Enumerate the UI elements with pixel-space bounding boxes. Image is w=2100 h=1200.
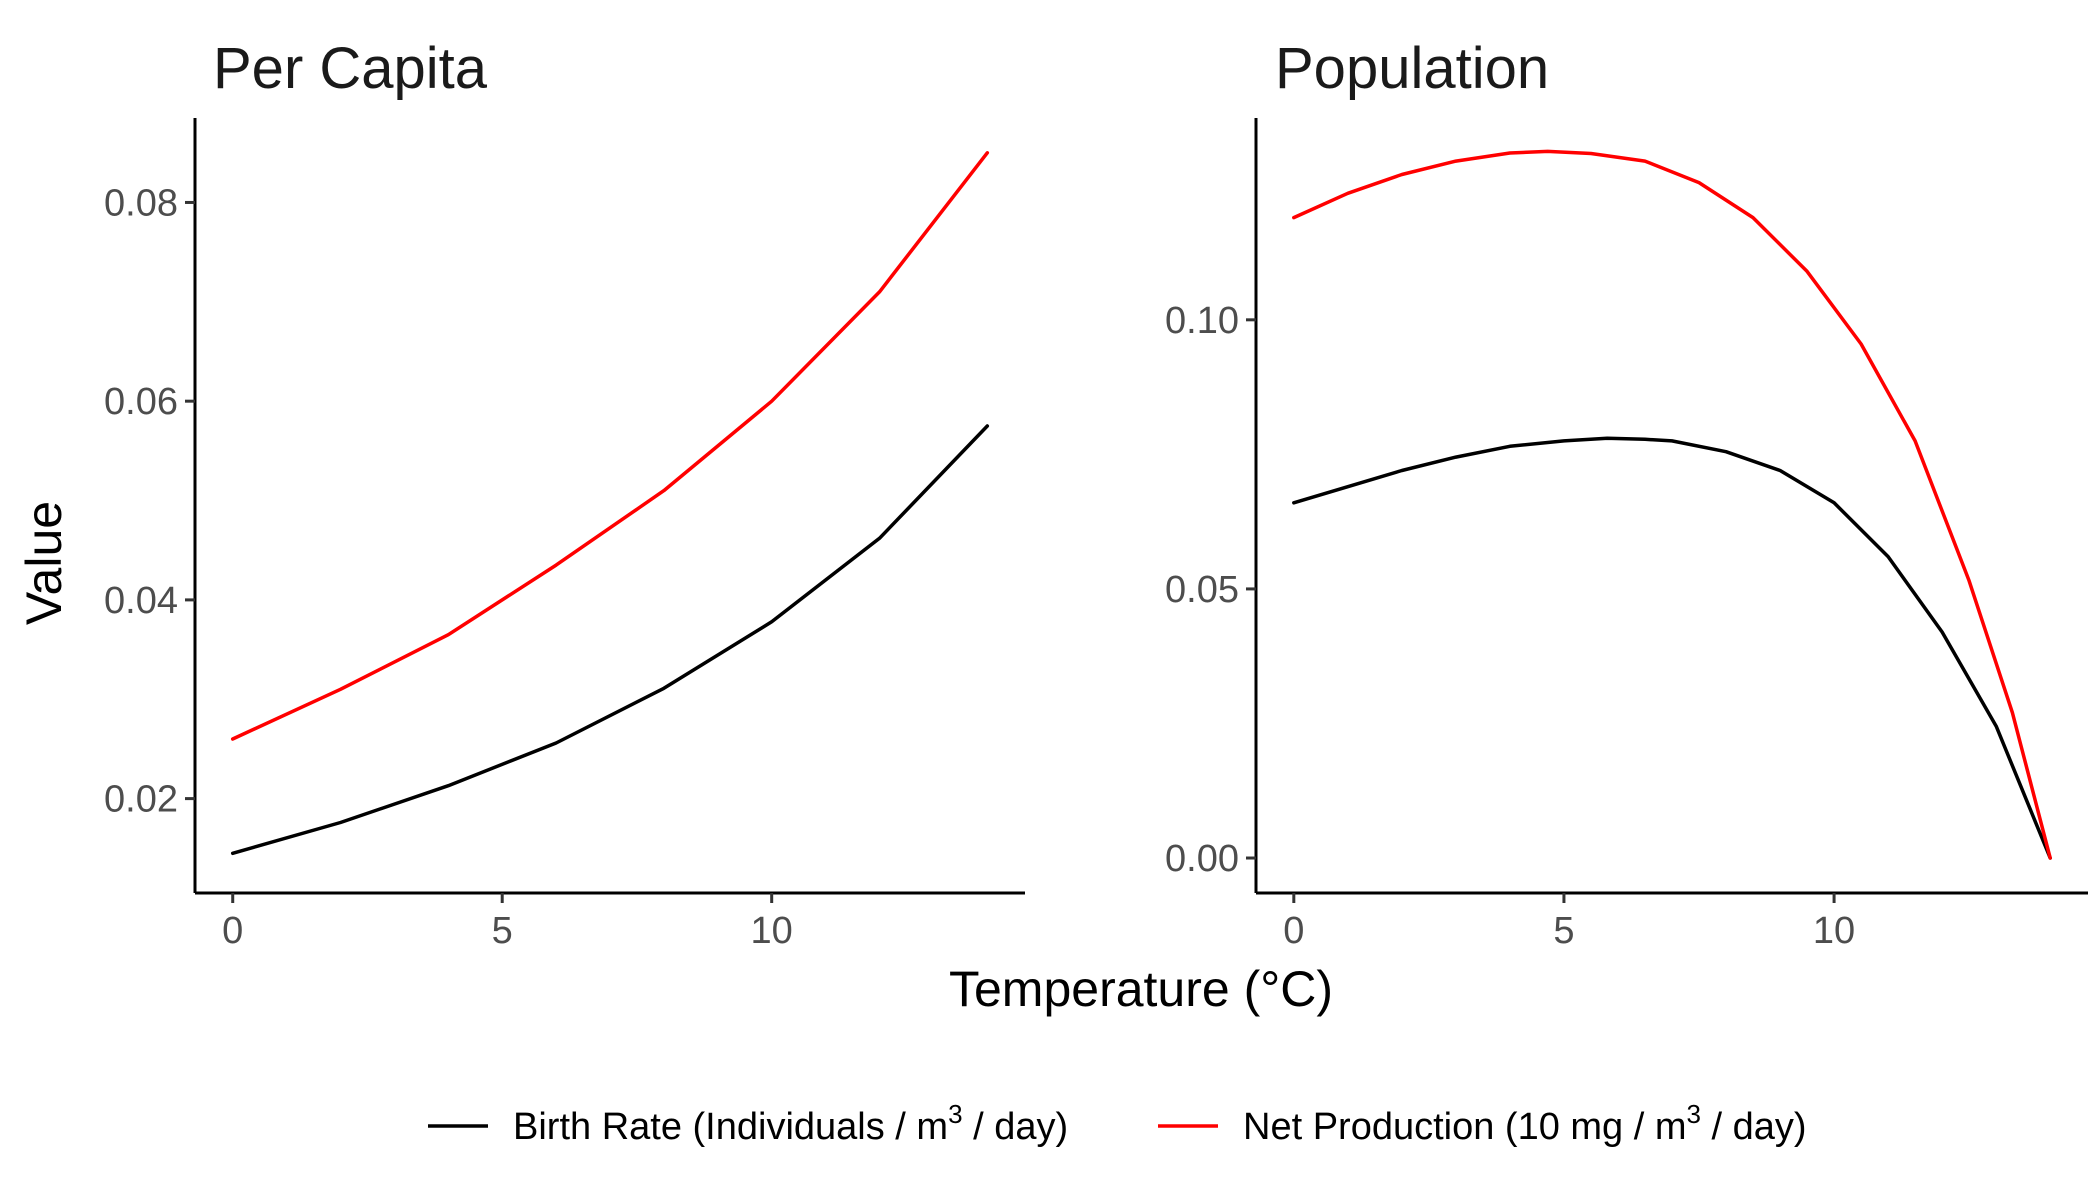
x-tick-label: 0 [222, 910, 243, 952]
y-axis-title: Value [16, 501, 72, 625]
y-tick-label: 0.05 [1165, 569, 1239, 611]
y-tick-label: 0.02 [104, 779, 178, 821]
panel-title-population: Population [1275, 36, 1549, 101]
y-tick-label: 0.00 [1165, 838, 1239, 880]
x-tick-label: 10 [1813, 910, 1855, 952]
series-line-birth-rate [230, 424, 990, 856]
y-tick-label: 0.10 [1165, 300, 1239, 342]
x-tick-label: 10 [751, 910, 793, 952]
legend-label-birth-rate: Birth Rate (Individuals / m3 / day) [513, 1099, 1068, 1148]
series-line-net-production [230, 151, 990, 741]
legend-label-net-production: Net Production (10 mg / m3 / day) [1243, 1099, 1807, 1148]
y-tick-label: 0.04 [104, 580, 178, 622]
x-axis-title: Temperature (°C) [949, 961, 1333, 1017]
x-tick-label: 5 [492, 910, 513, 952]
x-tick-label: 5 [1553, 910, 1574, 952]
y-tick-label: 0.06 [104, 381, 178, 423]
panel-title-per-capita: Per Capita [213, 36, 488, 101]
series-line-net-production [1292, 149, 2052, 860]
legend: Birth Rate (Individuals / m3 / day) Net … [428, 1099, 1807, 1148]
panel-per-capita: Per Capita 0 5 10 0.02 0.04 0.06 0.08 [104, 36, 1025, 952]
y-tick-label: 0.08 [104, 182, 178, 224]
panel-population: Population 0 5 10 0.00 0.05 0.10 [1165, 36, 2088, 952]
series-line-birth-rate [1292, 436, 2052, 860]
x-tick-label: 0 [1283, 910, 1304, 952]
